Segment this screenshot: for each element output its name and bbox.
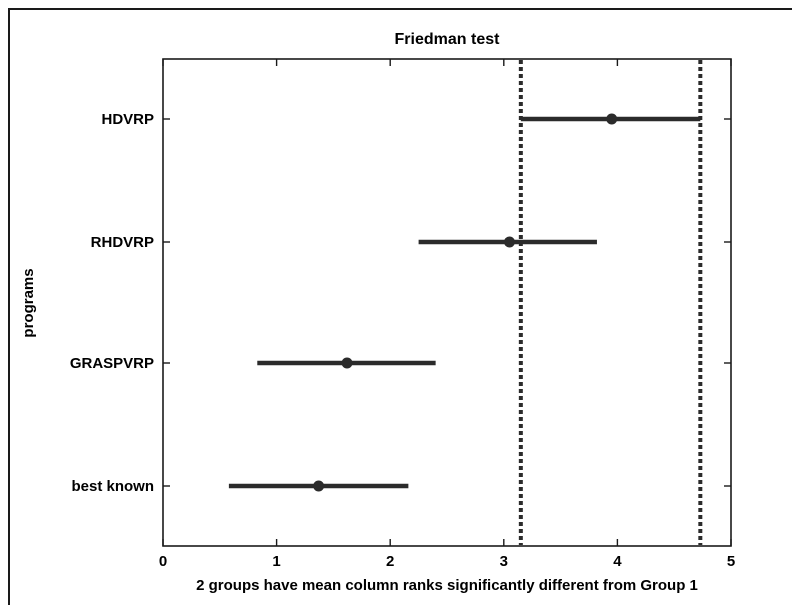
intervals [228, 113, 701, 492]
mean-marker [606, 113, 618, 125]
mean-marker [313, 480, 325, 492]
plot-area [162, 58, 732, 547]
x-tick-label: 1 [272, 553, 280, 570]
mean-marker [503, 236, 515, 248]
x-tick-label: 0 [159, 553, 167, 570]
y-tick-label: HDVRP [101, 111, 154, 128]
x-tick-label: 5 [727, 553, 735, 570]
x-axis: 0 1 2 3 4 5 [159, 59, 735, 570]
x-axis-label: 2 groups have mean column ranks signific… [196, 577, 698, 594]
chart-title: Friedman test [395, 31, 501, 48]
reference-lines [518, 60, 703, 545]
y-tick-label: RHDVRP [91, 234, 154, 251]
x-tick-label: 3 [500, 553, 508, 570]
y-tick-label: GRASPVRP [70, 355, 154, 372]
y-axis-label: programs [20, 268, 37, 337]
figure-frame [8, 8, 792, 605]
mean-marker [341, 357, 353, 369]
y-tick-label: best known [71, 478, 154, 495]
y-axis: HDVRP RHDVRP GRASPVRP best known [70, 111, 731, 495]
x-tick-label: 2 [386, 553, 394, 570]
x-tick-label: 4 [613, 553, 622, 570]
